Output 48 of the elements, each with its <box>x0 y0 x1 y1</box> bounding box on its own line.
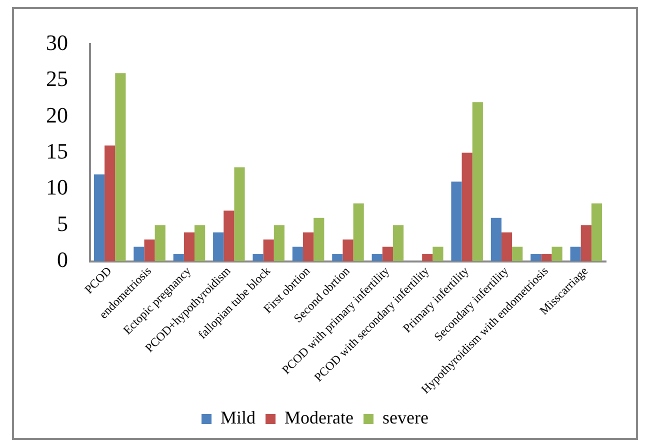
bar <box>580 225 592 262</box>
bar <box>530 254 542 262</box>
bar <box>432 246 444 262</box>
bar <box>462 152 472 262</box>
bar <box>342 240 354 262</box>
bar <box>472 102 483 262</box>
legend-label: Mild <box>220 408 256 428</box>
y-tick-label: 0 <box>57 247 68 272</box>
y-tick-label: 30 <box>46 30 68 55</box>
bar <box>154 225 166 262</box>
bar <box>94 174 105 262</box>
y-tick-label: 20 <box>46 102 68 128</box>
bar <box>541 254 552 262</box>
bar <box>422 254 433 262</box>
bar <box>392 225 404 262</box>
bar <box>314 218 324 262</box>
bar <box>263 240 274 262</box>
y-tick-label: 25 <box>46 66 68 92</box>
y-tick-label: 10 <box>46 174 68 200</box>
y-tick-label: 5 <box>57 210 68 236</box>
bar <box>552 246 562 262</box>
bar <box>591 203 602 262</box>
bar <box>115 73 126 262</box>
bar <box>194 225 206 262</box>
bar <box>274 225 284 262</box>
bar <box>382 246 393 262</box>
bar <box>451 182 462 262</box>
legend-label: Moderate <box>284 408 354 428</box>
bar <box>213 232 224 262</box>
bar <box>570 246 581 262</box>
bar <box>134 246 144 262</box>
bar <box>501 232 512 262</box>
legend-label: severe <box>382 408 428 428</box>
bar <box>144 240 155 262</box>
bar <box>372 254 382 262</box>
bar <box>490 218 502 262</box>
bar <box>173 254 184 262</box>
bar <box>512 246 523 262</box>
bar <box>104 145 116 262</box>
bar <box>184 232 195 262</box>
bar <box>224 210 234 262</box>
bar <box>292 246 304 262</box>
bar <box>303 232 314 262</box>
bar <box>332 254 343 262</box>
y-tick-label: 15 <box>46 138 68 164</box>
bar <box>234 167 245 262</box>
bar <box>252 254 264 262</box>
bar <box>353 203 364 262</box>
